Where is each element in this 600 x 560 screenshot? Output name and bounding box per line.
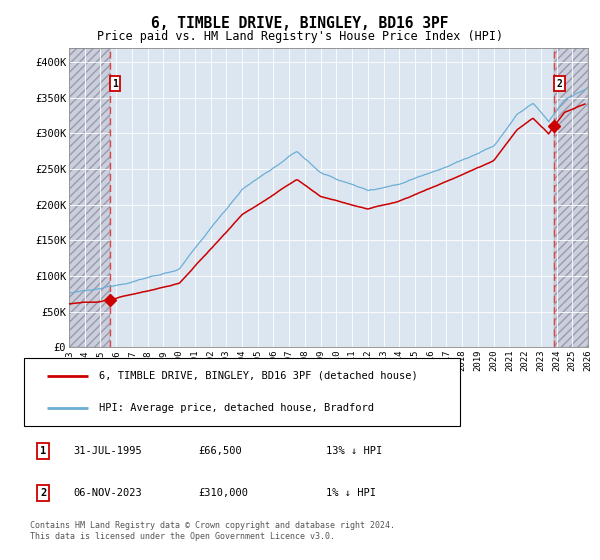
Text: 1: 1 bbox=[112, 78, 118, 88]
Bar bbox=[69, 48, 110, 347]
Bar bbox=[554, 48, 588, 347]
Text: 2: 2 bbox=[557, 78, 562, 88]
Text: 1: 1 bbox=[40, 446, 46, 456]
Text: 2: 2 bbox=[40, 488, 46, 498]
Text: HPI: Average price, detached house, Bradford: HPI: Average price, detached house, Brad… bbox=[100, 403, 374, 413]
Text: 06-NOV-2023: 06-NOV-2023 bbox=[73, 488, 142, 498]
Text: 6, TIMBLE DRIVE, BINGLEY, BD16 3PF: 6, TIMBLE DRIVE, BINGLEY, BD16 3PF bbox=[151, 16, 449, 31]
Text: 13% ↓ HPI: 13% ↓ HPI bbox=[326, 446, 383, 456]
Text: 1% ↓ HPI: 1% ↓ HPI bbox=[326, 488, 376, 498]
Text: £66,500: £66,500 bbox=[199, 446, 242, 456]
Text: Price paid vs. HM Land Registry's House Price Index (HPI): Price paid vs. HM Land Registry's House … bbox=[97, 30, 503, 44]
Text: 31-JUL-1995: 31-JUL-1995 bbox=[73, 446, 142, 456]
FancyBboxPatch shape bbox=[24, 358, 460, 426]
Text: 6, TIMBLE DRIVE, BINGLEY, BD16 3PF (detached house): 6, TIMBLE DRIVE, BINGLEY, BD16 3PF (deta… bbox=[100, 371, 418, 381]
Text: £310,000: £310,000 bbox=[199, 488, 248, 498]
Text: Contains HM Land Registry data © Crown copyright and database right 2024.
This d: Contains HM Land Registry data © Crown c… bbox=[29, 521, 395, 541]
